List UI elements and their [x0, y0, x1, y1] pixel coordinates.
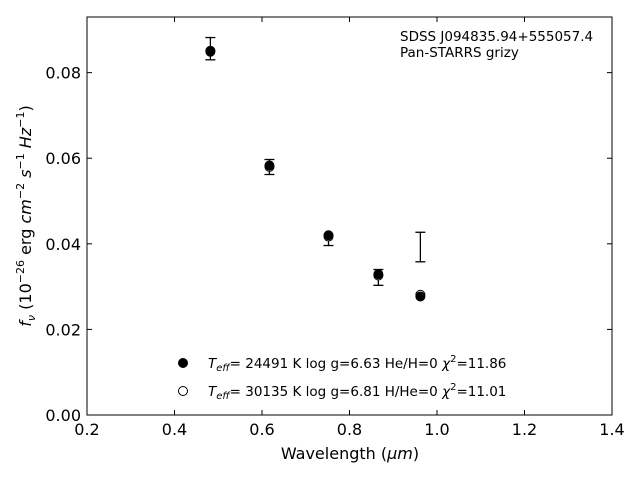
x-axis-ticks: 0.2 0.4 0.6 0.8 1.0 1.2 1.4: [74, 17, 625, 439]
legend-marker-filled: [178, 358, 188, 368]
legend: Teff= 24491 K log g=6.63 He/H=0 χ2=11.86…: [178, 354, 506, 402]
object-name-annotation: SDSS J094835.94+555057.4: [400, 29, 593, 45]
x-tick-label: 1.2: [512, 420, 537, 439]
legend-entry-1: Teff= 24491 K log g=6.63 He/H=0 χ2=11.86: [208, 354, 506, 374]
y-tick-label: 0.02: [45, 320, 81, 339]
y-axis-label: fν (10−26 erg cm−2 s−1 Hz−1): [14, 105, 38, 326]
model-point-filled: [373, 269, 384, 280]
observed-errorbar: [415, 231, 426, 263]
x-tick-label: 1.4: [599, 420, 624, 439]
x-tick-label: 0.6: [249, 420, 274, 439]
y-tick-label: 0.08: [45, 64, 81, 83]
x-tick-label: 0.8: [337, 420, 362, 439]
legend-entry-2: Teff= 30135 K log g=6.81 H/He=0 χ2=11.01: [208, 382, 506, 402]
model-point-filled: [205, 46, 216, 57]
legend-marker-open: [178, 386, 188, 396]
y-tick-label: 0.00: [45, 406, 81, 425]
y-tick-label: 0.04: [45, 235, 81, 254]
x-tick-label: 0.2: [74, 420, 99, 439]
model-markers: [205, 45, 426, 302]
survey-annotation: Pan-STARRS grizy: [400, 45, 519, 61]
model-point-filled: [264, 160, 275, 171]
y-axis-ticks: 0.00 0.02 0.04 0.06 0.08: [45, 64, 612, 425]
x-tick-label: 0.4: [162, 420, 187, 439]
x-axis-label: Wavelength (μm): [281, 444, 419, 463]
model-point-filled: [323, 230, 334, 241]
model-point-filled: [415, 291, 426, 302]
x-tick-label: 1.0: [424, 420, 449, 439]
y-tick-label: 0.06: [45, 149, 81, 168]
